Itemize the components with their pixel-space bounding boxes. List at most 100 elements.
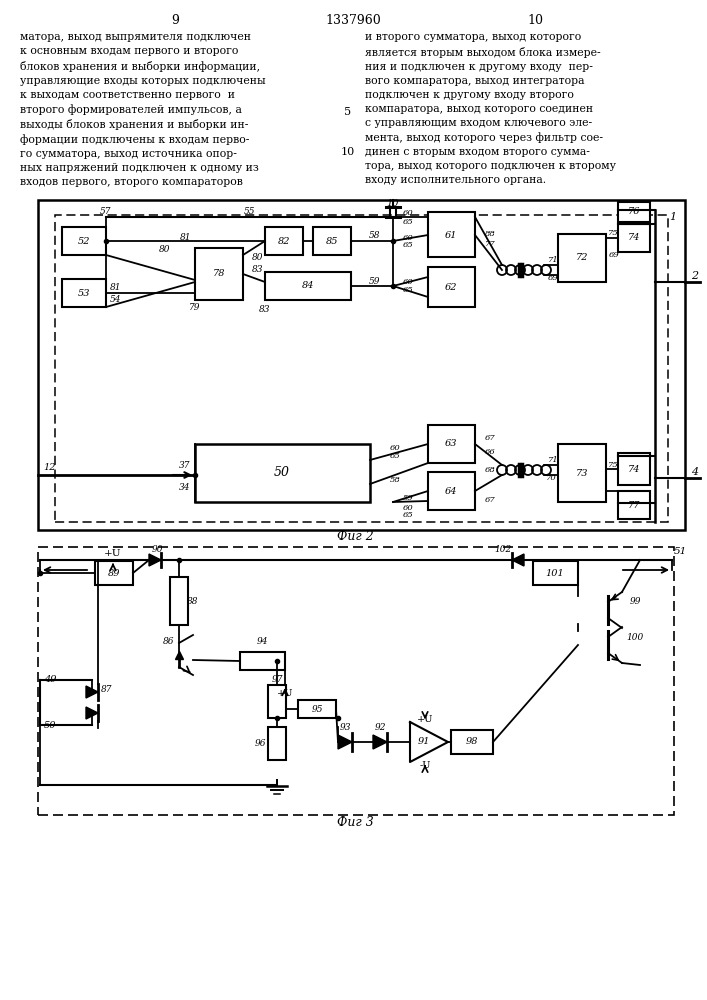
Bar <box>428 267 475 307</box>
Text: 62: 62 <box>445 282 457 292</box>
Text: 61: 61 <box>445 231 457 239</box>
Text: 82: 82 <box>278 236 291 245</box>
Text: 59: 59 <box>402 494 414 502</box>
Text: 98: 98 <box>466 738 478 746</box>
Bar <box>618 224 650 252</box>
Text: 37: 37 <box>180 460 191 470</box>
Text: 10: 10 <box>527 14 543 27</box>
Text: -U: -U <box>419 760 431 770</box>
Text: 80: 80 <box>252 253 264 262</box>
Text: 57: 57 <box>100 208 112 217</box>
Bar <box>558 234 606 282</box>
Bar <box>62 279 106 307</box>
Polygon shape <box>86 686 98 698</box>
Text: 60: 60 <box>402 209 414 217</box>
Text: 81: 81 <box>110 282 122 292</box>
Text: 83: 83 <box>252 265 264 274</box>
Text: 88: 88 <box>187 596 199 605</box>
Text: 5: 5 <box>344 107 351 117</box>
Bar <box>313 227 351 255</box>
Text: 65: 65 <box>390 452 400 460</box>
Text: и второго сумматора, выход которого
является вторым выходом блока измере-
ния и : и второго сумматора, выход которого явля… <box>365 32 616 185</box>
Text: 60: 60 <box>402 278 414 286</box>
Text: 10: 10 <box>341 147 355 157</box>
Text: 50: 50 <box>274 466 290 480</box>
Text: +U: +U <box>276 690 293 698</box>
Text: 83: 83 <box>259 306 271 314</box>
Bar <box>38 547 674 815</box>
Text: 53: 53 <box>78 288 90 298</box>
Text: 78: 78 <box>213 269 226 278</box>
Bar <box>428 425 475 463</box>
Bar <box>55 215 668 522</box>
Text: 88: 88 <box>484 230 496 238</box>
Text: 99: 99 <box>629 597 641 606</box>
Bar <box>428 472 475 510</box>
Text: 60: 60 <box>402 234 414 242</box>
Text: 95: 95 <box>311 704 323 714</box>
Text: 74: 74 <box>628 233 641 242</box>
Bar <box>618 453 650 485</box>
Bar <box>38 200 685 530</box>
Bar <box>265 272 351 300</box>
Text: 49: 49 <box>44 676 57 684</box>
Text: 4: 4 <box>691 467 699 477</box>
Bar <box>240 652 285 670</box>
Text: 66: 66 <box>484 448 496 456</box>
Text: 101: 101 <box>546 568 564 578</box>
Text: 70: 70 <box>546 474 556 482</box>
Text: 90: 90 <box>151 546 163 554</box>
Text: 75: 75 <box>607 461 619 469</box>
Text: 2: 2 <box>691 271 699 281</box>
Bar <box>558 444 606 502</box>
Text: 55: 55 <box>244 208 256 217</box>
Bar <box>298 700 336 718</box>
Text: 1: 1 <box>670 212 677 222</box>
Text: 64: 64 <box>445 487 457 495</box>
Text: 10: 10 <box>387 200 399 209</box>
Bar <box>428 212 475 257</box>
Bar <box>268 727 286 760</box>
Bar <box>618 491 650 519</box>
Text: 54: 54 <box>110 296 122 304</box>
Text: 75: 75 <box>607 229 619 237</box>
Bar <box>265 227 303 255</box>
Text: 97: 97 <box>271 676 283 684</box>
Text: 60: 60 <box>390 444 400 452</box>
Text: 102: 102 <box>494 546 512 554</box>
Polygon shape <box>338 735 352 749</box>
Polygon shape <box>410 722 448 762</box>
Bar <box>618 202 650 222</box>
Bar <box>268 685 286 718</box>
Bar <box>533 561 578 585</box>
Text: 59: 59 <box>369 276 381 286</box>
Text: 69: 69 <box>609 251 619 259</box>
Text: 73: 73 <box>575 468 588 478</box>
Text: 77: 77 <box>484 240 496 248</box>
Text: 84: 84 <box>302 282 314 290</box>
Text: 1337960: 1337960 <box>325 14 381 27</box>
Text: 65: 65 <box>402 511 414 519</box>
Text: 91: 91 <box>418 738 431 746</box>
Text: 12: 12 <box>44 464 57 473</box>
Text: 79: 79 <box>189 304 201 312</box>
Text: 69: 69 <box>548 274 559 282</box>
Text: 96: 96 <box>255 740 266 748</box>
Text: матора, выход выпрямителя подключен
к основным входам первого и второго
блоков х: матора, выход выпрямителя подключен к ос… <box>20 32 266 187</box>
Polygon shape <box>373 735 387 749</box>
Text: +U: +U <box>104 548 122 558</box>
Text: 92: 92 <box>374 722 386 732</box>
Text: 77: 77 <box>628 500 641 510</box>
Text: 72: 72 <box>575 253 588 262</box>
Text: 74: 74 <box>628 464 641 474</box>
Bar <box>195 248 243 300</box>
Bar <box>451 730 493 754</box>
Text: Фиг 2: Фиг 2 <box>337 530 373 544</box>
Text: 76: 76 <box>628 208 641 217</box>
Text: 51: 51 <box>673 546 686 556</box>
Text: 68: 68 <box>484 466 496 474</box>
Text: 93: 93 <box>339 722 351 732</box>
Text: 60: 60 <box>402 504 414 512</box>
Text: 34: 34 <box>180 483 191 491</box>
Bar <box>195 444 370 502</box>
